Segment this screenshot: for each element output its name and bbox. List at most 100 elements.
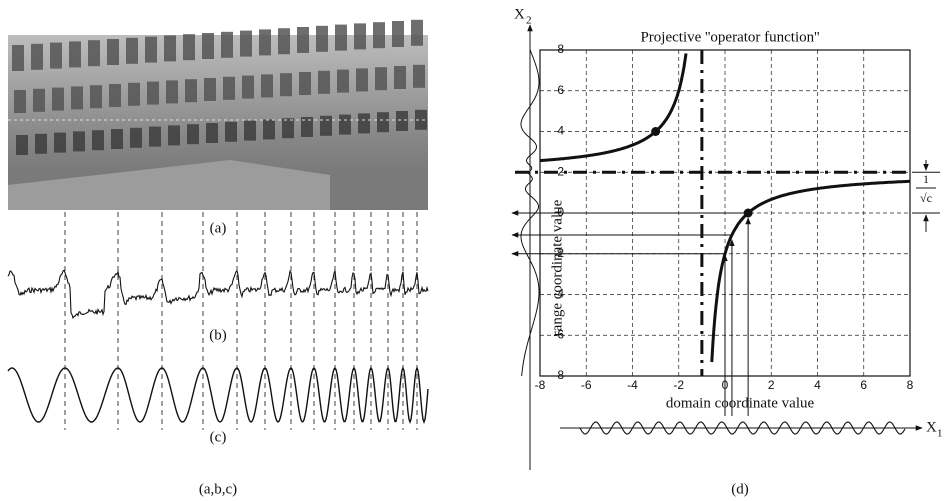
- window: [12, 45, 24, 71]
- window: [339, 114, 351, 135]
- window: [373, 22, 385, 49]
- annotation-num: 1: [923, 172, 929, 186]
- caption-d: (d): [731, 481, 749, 497]
- window: [31, 43, 43, 70]
- window: [204, 78, 216, 101]
- x-label: domain coordinate value: [666, 395, 815, 411]
- window: [335, 24, 347, 51]
- window: [297, 27, 309, 53]
- caption-c: (c): [210, 429, 227, 445]
- x-tick-label: 2: [768, 378, 775, 392]
- marked-point: [651, 127, 661, 136]
- caption-abc: (a,b,c): [199, 481, 237, 497]
- window: [111, 129, 123, 149]
- window: [73, 131, 85, 152]
- window: [164, 35, 176, 62]
- caption-a: (a): [210, 220, 227, 236]
- y-tick-label: 8: [557, 42, 564, 56]
- window: [145, 36, 157, 63]
- window: [14, 90, 26, 113]
- window: [280, 73, 292, 97]
- annotation-den: √c: [920, 191, 932, 205]
- wall: [8, 160, 330, 210]
- window: [52, 87, 64, 111]
- window: [301, 117, 313, 137]
- window: [320, 115, 332, 136]
- y-axis-name: X: [514, 6, 525, 22]
- window: [107, 39, 119, 65]
- window: [225, 121, 237, 142]
- signal-b: [7, 269, 429, 320]
- window: [318, 70, 330, 94]
- left-panel: [7, 212, 429, 430]
- window: [354, 23, 366, 50]
- window: [109, 84, 121, 107]
- window: [183, 34, 195, 61]
- window: [185, 79, 197, 103]
- window: [337, 69, 349, 93]
- building-photo: [8, 19, 428, 210]
- x-tick-label: -4: [627, 378, 638, 392]
- window: [396, 111, 408, 131]
- caption-b: (b): [209, 327, 227, 343]
- x-tick-label: -6: [581, 378, 592, 392]
- x-axis-sub: 1: [937, 428, 943, 440]
- window: [202, 33, 214, 59]
- window: [92, 130, 104, 151]
- window: [415, 109, 427, 130]
- window: [88, 40, 100, 67]
- y-axis-sub: 2: [526, 15, 532, 27]
- y-label: range coordinate value: [549, 199, 565, 336]
- window: [356, 68, 368, 92]
- window: [411, 19, 423, 46]
- window: [263, 119, 275, 140]
- y-tick-label: 4: [557, 124, 564, 138]
- window: [223, 76, 235, 100]
- window: [259, 29, 271, 56]
- window: [50, 42, 62, 69]
- window: [168, 125, 180, 146]
- window: [240, 30, 252, 57]
- window: [187, 124, 199, 145]
- signal-c: [7, 365, 429, 425]
- window: [16, 135, 28, 155]
- x-axis-name: X: [926, 419, 937, 435]
- output-wave: [520, 49, 540, 376]
- window: [149, 126, 161, 147]
- window: [242, 75, 254, 99]
- window: [206, 123, 218, 143]
- window: [413, 64, 425, 88]
- x-tick-label: 8: [907, 378, 914, 392]
- window: [130, 127, 142, 148]
- window: [33, 88, 45, 112]
- window: [377, 112, 389, 133]
- window: [375, 67, 387, 91]
- window: [299, 72, 311, 95]
- window: [166, 80, 178, 104]
- window: [394, 66, 406, 89]
- window: [278, 28, 290, 55]
- curve-right: [710, 179, 910, 363]
- window: [316, 25, 328, 52]
- window: [244, 120, 256, 141]
- window: [71, 86, 83, 110]
- y-tick-label: -8: [553, 368, 564, 382]
- window: [126, 37, 138, 64]
- x-tick-label: -8: [535, 378, 546, 392]
- y-tick-label: -2: [553, 246, 564, 260]
- input-wave: [579, 421, 906, 435]
- window: [221, 31, 233, 58]
- x-tick-label: 6: [860, 378, 867, 392]
- curve-left: [540, 53, 688, 163]
- window: [392, 21, 404, 47]
- y-tick-label: 2: [557, 164, 564, 178]
- x-tick-label: -2: [673, 378, 684, 392]
- window: [128, 82, 140, 106]
- window: [35, 133, 47, 154]
- window: [147, 81, 159, 105]
- window: [54, 132, 66, 153]
- window: [90, 85, 102, 109]
- window: [69, 41, 81, 68]
